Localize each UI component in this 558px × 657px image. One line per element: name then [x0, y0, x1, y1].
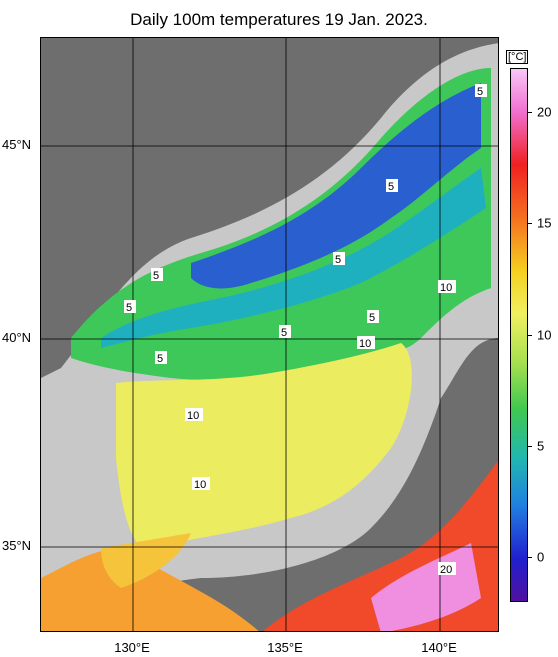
svg-text:5: 5	[126, 302, 132, 314]
sea-yellow-area	[116, 343, 412, 549]
svg-text:20: 20	[440, 564, 452, 576]
map-title: Daily 100m temperatures 19 Jan. 2023.	[130, 10, 428, 29]
contour-label: 10	[438, 280, 456, 294]
contour-label: 5	[279, 325, 291, 339]
svg-text:10: 10	[440, 282, 452, 294]
colorbar-unit: [°C]	[506, 50, 529, 64]
lon-label-130: 130°E	[114, 640, 150, 655]
svg-text:5: 5	[369, 312, 375, 324]
svg-text:5: 5	[153, 270, 159, 282]
colorbar-tick-mark	[528, 557, 532, 558]
contour-label: 5	[155, 351, 167, 365]
contour-label: 5	[151, 268, 163, 282]
colorbar-tick-label: 10	[537, 327, 552, 343]
colorbar-tick-mark	[528, 335, 532, 336]
lat-label-40: 40°N	[2, 330, 32, 345]
colorbar-tick-label: 5	[537, 438, 545, 454]
temperature-map-graphic: 5 5 5 5 5 5 5 5 10 10 10 10 20	[41, 38, 498, 631]
colorbar-tick-mark	[528, 446, 532, 447]
contour-label: 5	[367, 310, 379, 324]
orange-south-area	[41, 549, 259, 631]
colorbar-tick-label: 0	[537, 549, 545, 565]
colorbar	[510, 68, 528, 602]
temperature-map: 5 5 5 5 5 5 5 5 10 10 10 10 20	[40, 37, 499, 632]
svg-text:5: 5	[477, 86, 483, 98]
contour-label: 5	[475, 84, 487, 98]
sea-cold-area	[191, 83, 481, 289]
contour-label: 20	[438, 562, 456, 576]
svg-text:10: 10	[194, 479, 206, 491]
contour-label: 5	[386, 179, 398, 193]
svg-text:5: 5	[388, 181, 394, 193]
contour-label: 5	[333, 252, 345, 266]
colorbar-tick-mark	[528, 223, 532, 224]
svg-text:10: 10	[187, 410, 199, 422]
svg-text:5: 5	[157, 353, 163, 365]
colorbar-tick-mark	[528, 112, 532, 113]
sea-cool-area	[101, 168, 486, 348]
contour-label: 10	[357, 336, 375, 350]
svg-text:5: 5	[281, 327, 287, 339]
contour-label: 5	[124, 300, 136, 314]
contour-label: 10	[192, 477, 210, 491]
lon-label-135: 135°E	[267, 640, 303, 655]
contour-labels: 5 5 5 5 5 5 5 5 10 10 10 10 20	[124, 84, 487, 576]
colorbar-tick-label: 20	[537, 104, 552, 120]
svg-text:5: 5	[335, 254, 341, 266]
svg-text:10: 10	[359, 338, 371, 350]
lat-label-35: 35°N	[2, 538, 32, 553]
graticule	[41, 38, 498, 631]
lat-label-45: 45°N	[2, 137, 32, 152]
colorbar-tick-label: 15	[537, 215, 552, 231]
lon-label-140: 140°E	[421, 640, 457, 655]
contour-label: 10	[185, 408, 203, 422]
